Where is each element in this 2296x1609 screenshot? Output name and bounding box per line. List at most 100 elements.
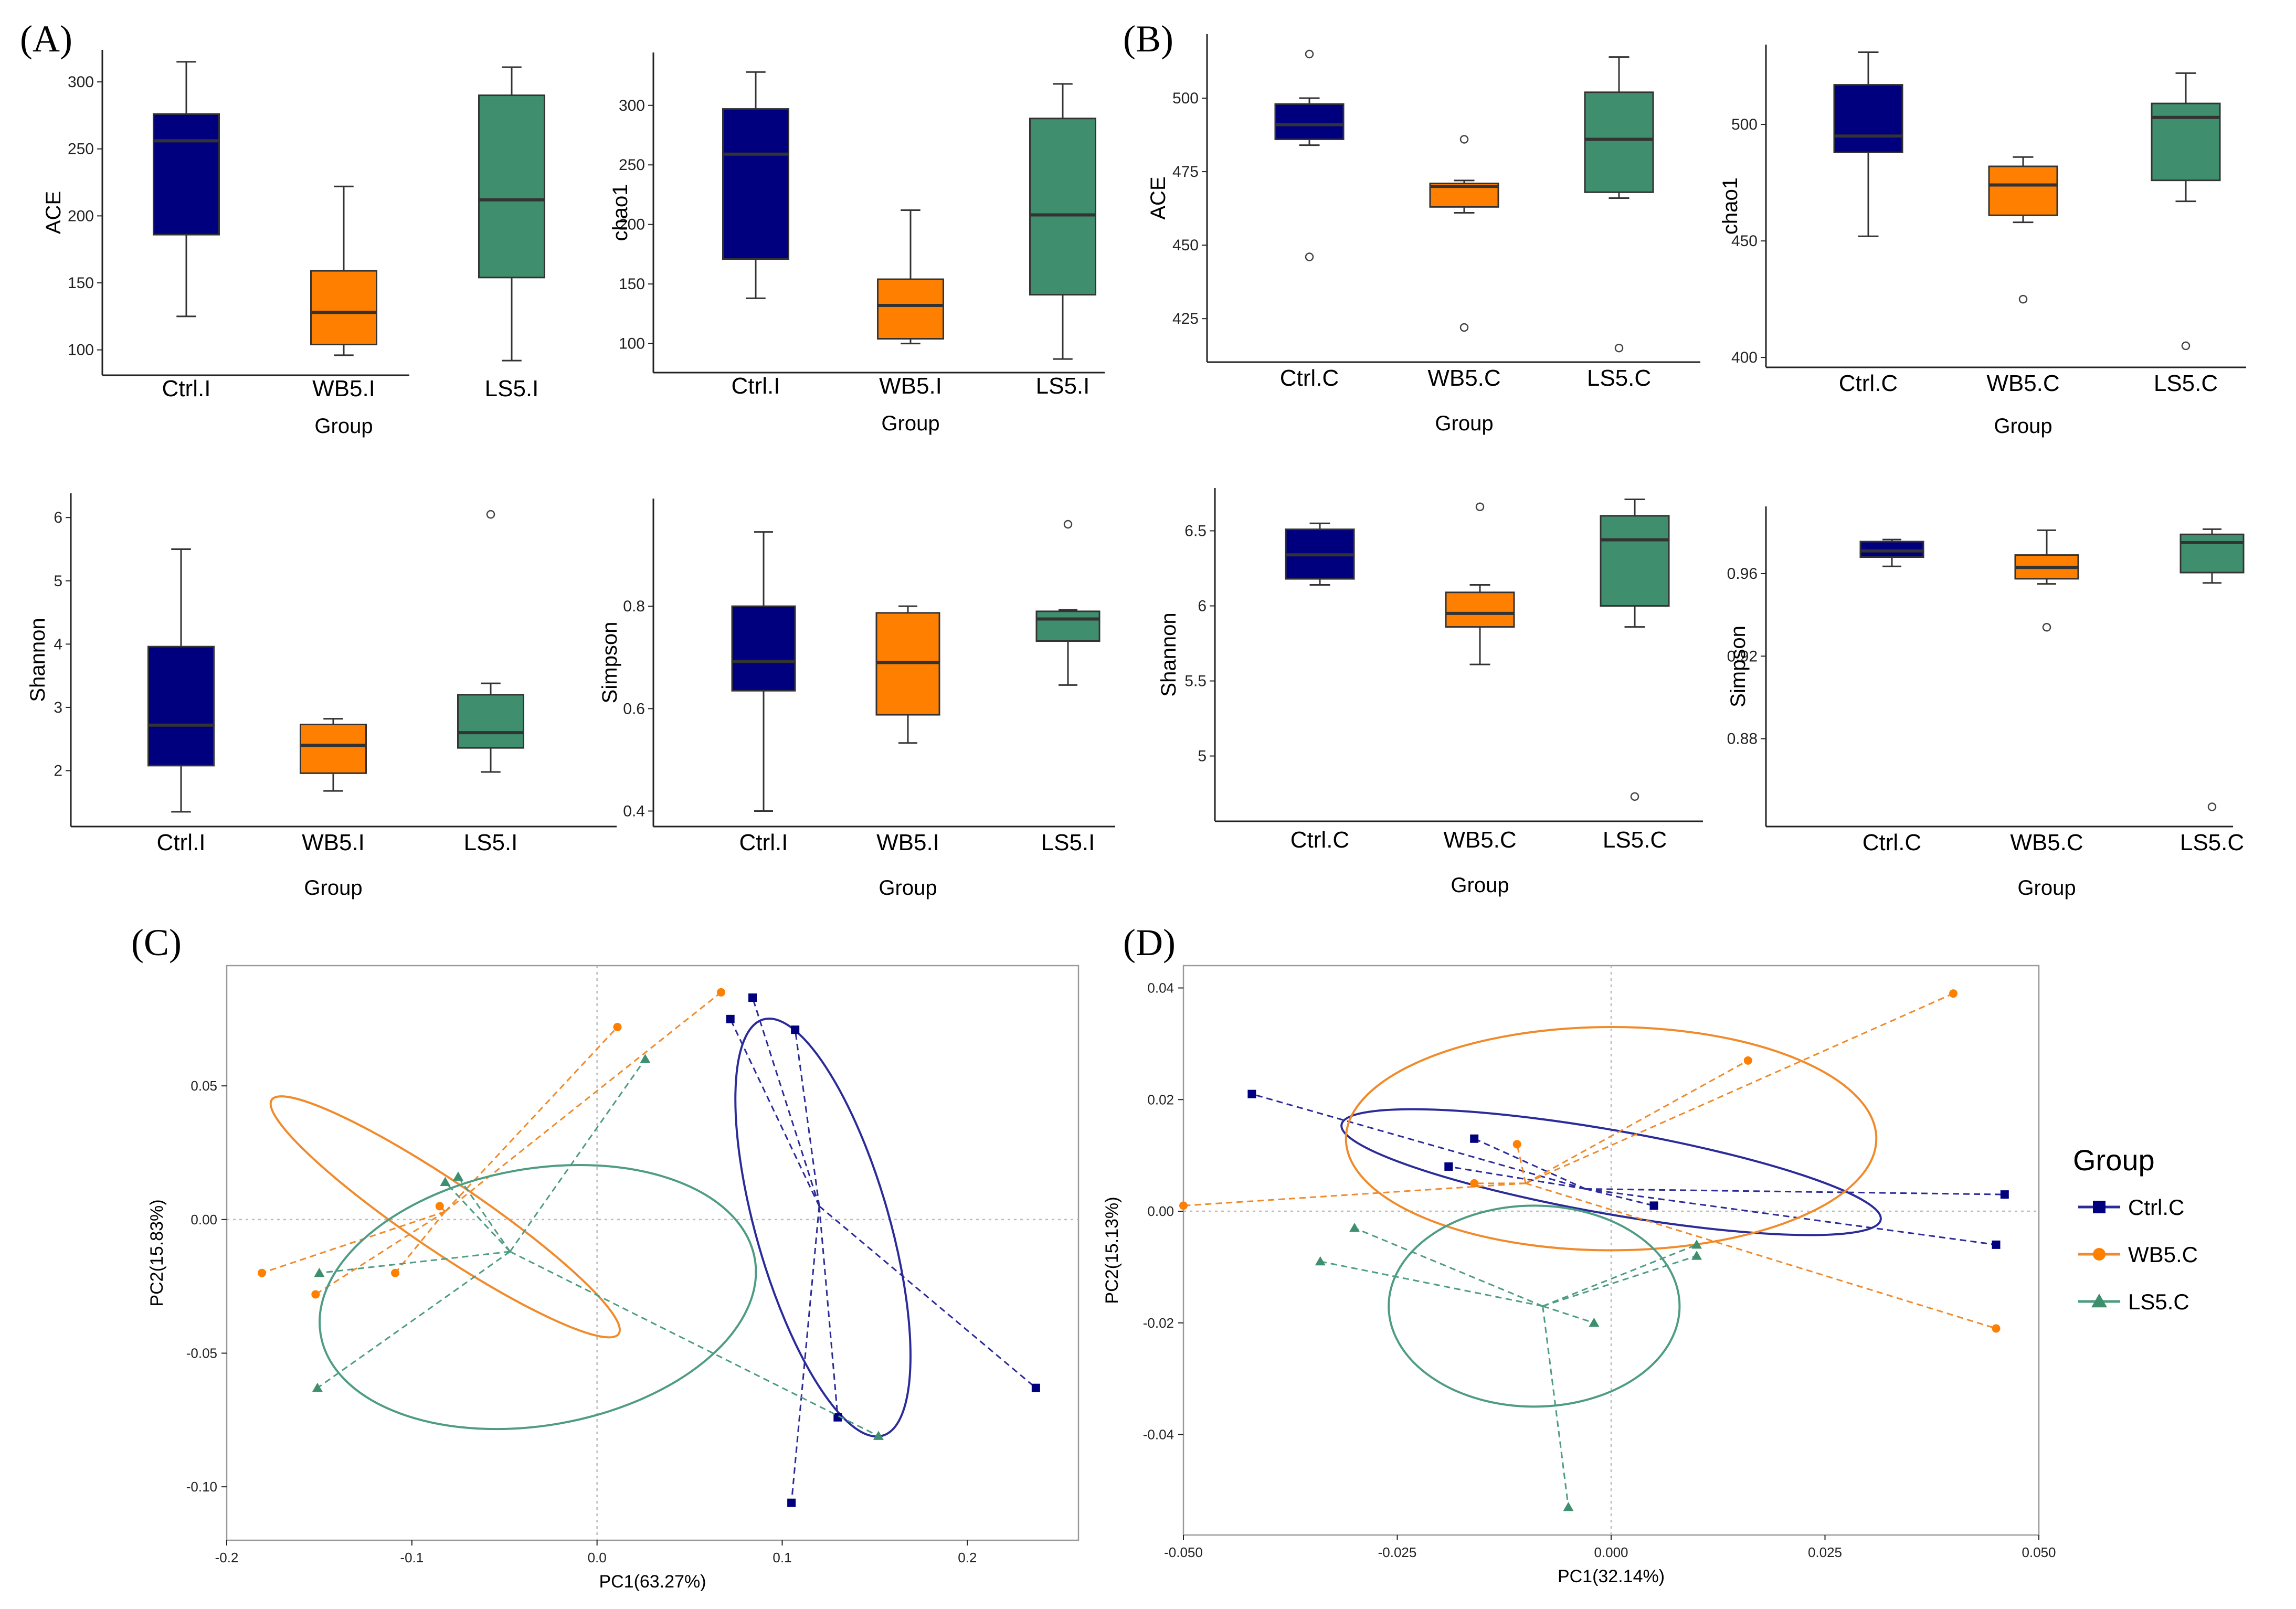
sample-point [1563,1501,1574,1511]
outlier-point [2207,802,2217,811]
pca-plot-d: -0.050 -0.025 0.000 0.025 0.050 -0.04 -0.02 0.0… [1102,965,2056,1586]
box-Ctrl.I [731,531,796,812]
box-iqr [1988,165,2058,216]
spider-line [1585,1188,1654,1206]
y-tick-label: 500 [1172,90,1199,107]
y-tick-label: 0.02 [1147,1092,1174,1107]
x-category-label: LS5.C [1603,827,1667,853]
y-tick-label: 0.96 [1727,565,1758,583]
box-iqr [1584,91,1654,193]
outlier-point [1305,252,1314,261]
box-Ctrl.I [153,61,220,317]
sample-point [1992,1240,2001,1249]
sample-point [1949,989,1958,998]
group-Ctrl [1247,1089,2009,1249]
y-tick-label: 0.88 [1727,731,1758,748]
spider-line [790,1206,820,1503]
spider-line [1525,992,1954,1184]
box-iqr [1445,591,1515,628]
boxplot-ace-c: 425 450 475 500 ACE Ctrl.C WB5.C LS5.C Group [1147,34,1700,435]
box-WB5.C [1988,156,2058,304]
sample-point [258,1268,267,1277]
panel-label-c: (C) [131,922,182,964]
boxplot-simpson-c: 0.88 0.92 0.96 Simpson Ctrl.C WB5.C LS5.C Group [1727,506,2245,899]
spider-line [818,1206,839,1417]
x-category-label: Ctrl.C [1280,365,1339,391]
box-Ctrl.C [1285,522,1355,586]
sample-point [1470,1179,1479,1188]
x-category-label: WB5.I [879,373,942,399]
x-category-label: WB5.C [1443,827,1516,853]
outlier-point [486,510,495,519]
box-WB5.I [300,718,367,792]
x-category-label: Ctrl.I [162,376,211,401]
spider-line [1525,1182,1996,1329]
legend-label-Ctrl: Ctrl.C [2128,1195,2184,1220]
x-axis-label: PC1(63.27%) [599,1572,706,1592]
x-category-label: WB5.C [1427,365,1500,391]
sample-point [873,1431,884,1440]
legend-label-WB5: WB5.C [2128,1242,2198,1267]
boxplot-shannon-inoculation: 2 3 4 5 6 Shannon Ctrl.I WB5.I LS5.I Group [26,493,617,899]
y-tick-label: 0.00 [1147,1203,1174,1219]
y-tick-label: 5.5 [1184,673,1207,690]
spider-line [457,1176,511,1252]
y-tick-label: 6 [1198,598,1207,615]
y-tick-label: 300 [68,73,94,91]
x-tick-label: 0.000 [1594,1544,1628,1560]
y-tick-label: 400 [1731,349,1758,366]
sample-point [1512,1140,1521,1149]
spider-line [317,1251,511,1389]
y-tick-label: 200 [68,207,94,225]
pca-plot-c: -0.2 -0.1 0.0 0.1 0.2 -0.10 -0.05 0.00 0.05 PC1(6… [147,965,1080,1592]
y-tick-label: 500 [1731,116,1758,133]
x-category-label: LS5.I [1041,830,1095,855]
x-axis-label: Group [304,876,362,899]
sample-point [787,1498,796,1507]
outlier-point [2181,341,2191,351]
x-tick-label: 0.1 [773,1550,791,1565]
sample-point [640,1054,651,1063]
spider-line [1525,1060,1749,1184]
box-LS5.C [2179,528,2245,811]
sample-point [1992,1324,2001,1333]
y-tick-label: 5 [54,573,62,590]
box-WB5.I [877,209,944,345]
sample-point [440,1177,451,1187]
confidence-ellipse [269,1095,621,1339]
box-iqr [478,94,545,279]
x-category-label: LS5.I [485,376,539,401]
sample-point [312,1382,323,1392]
confidence-ellipse [1340,1108,1882,1236]
group-LS5 [312,1054,884,1440]
y-axis-label: chao1 [609,184,632,241]
y-tick-label: 0.6 [623,700,645,717]
panel-label-b: (B) [1123,18,1173,60]
spider-line [1542,1244,1697,1307]
confidence-ellipse [734,1018,912,1438]
x-category-label: LS5.I [1036,373,1090,399]
sample-point [748,993,757,1002]
y-axis-label: ACE [42,191,65,234]
spider-line [1516,1144,1527,1184]
y-tick-label: 450 [1731,232,1758,250]
box-iqr [457,694,524,749]
spider-line [1542,1305,1594,1324]
spider-line [819,1205,1036,1389]
sample-point [314,1267,325,1277]
y-tick-label: 100 [619,335,645,353]
confidence-ellipse [1345,1026,1878,1252]
spider-line [1183,1182,1526,1206]
sample-point [2000,1190,2009,1199]
box-LS5.I [1029,83,1096,360]
box-iqr [2179,533,2245,574]
y-axis-label: PC2(15.13%) [1102,1197,1122,1304]
y-tick-label: 0.8 [623,598,645,615]
outlier-point [1459,323,1469,332]
y-tick-label: 0.05 [191,1078,217,1094]
sample-point [1589,1317,1600,1327]
y-axis-label: PC2(15.83%) [147,1199,167,1306]
spider-line [794,1030,820,1206]
